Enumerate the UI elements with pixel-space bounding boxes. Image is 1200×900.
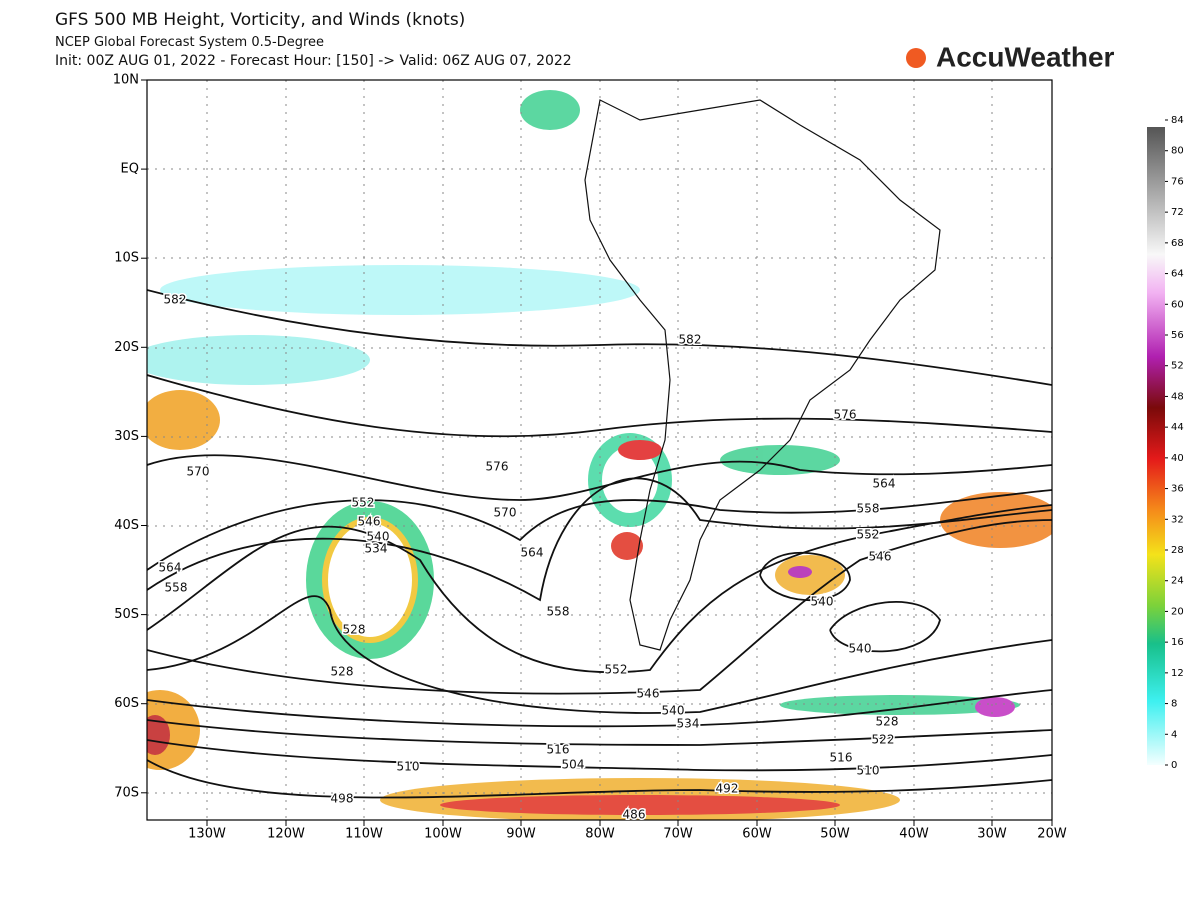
contour-label: 528	[343, 623, 366, 637]
colorbar-label: 48	[1171, 391, 1184, 402]
lat-label: 20S	[114, 340, 139, 355]
contour-label: 564	[873, 477, 896, 491]
colorbar-label: 64	[1171, 269, 1184, 280]
colorbar-label: 84	[1171, 115, 1184, 126]
map-area	[147, 80, 1052, 820]
contour-label: 570	[494, 506, 517, 520]
contour-label: 540	[811, 595, 834, 609]
contour-label: 546	[637, 687, 660, 701]
lon-label: 90W	[506, 827, 536, 842]
lon-label: 30W	[977, 827, 1007, 842]
contour-label: 558	[857, 502, 880, 516]
lon-label: 120W	[267, 827, 305, 842]
contour-label: 546	[869, 550, 892, 564]
contour-label: 564	[521, 546, 544, 560]
colorbar-label: 44	[1171, 422, 1184, 433]
lon-label: 60W	[742, 827, 772, 842]
lon-label: 100W	[424, 827, 462, 842]
contour-label: 510	[397, 760, 420, 774]
lat-label: 50S	[114, 607, 139, 622]
logo-icon	[906, 48, 926, 68]
colorbar-label: 52	[1171, 361, 1184, 372]
contour-label: 558	[547, 605, 570, 619]
coastline	[584, 99, 941, 651]
lon-label: 20W	[1037, 827, 1067, 842]
lon-label: 110W	[345, 827, 383, 842]
labels: 10N EQ 10S 20S 30S 40S 50S 60S 70S 130W 120W 110W 10…	[113, 73, 1184, 842]
lat-label: 10N	[113, 73, 139, 88]
lon-label: 50W	[820, 827, 850, 842]
colorbar	[1147, 127, 1165, 765]
colorbar-label: 12	[1171, 668, 1184, 679]
title: GFS 500 MB Height, Vorticity, and Winds …	[55, 10, 466, 30]
colorbar-label: 56	[1171, 330, 1184, 341]
lon-label: 130W	[188, 827, 226, 842]
contour-label: 582	[164, 293, 187, 307]
lat-label: 40S	[114, 518, 139, 533]
colorbar-label: 36	[1171, 484, 1184, 495]
contour-label: 552	[857, 528, 880, 542]
colorbar-label: 16	[1171, 637, 1184, 648]
contour-label: 558	[165, 581, 188, 595]
colorbar-label: 68	[1171, 238, 1184, 249]
init-line: Init: 00Z AUG 01, 2022 - Forecast Hour: …	[55, 53, 572, 69]
colorbar-label: 20	[1171, 606, 1184, 617]
contour-label: 534	[677, 717, 700, 731]
colorbar-label: 72	[1171, 207, 1184, 218]
colorbar-label: 4	[1171, 729, 1177, 740]
contour-label: 516	[547, 743, 570, 757]
contour-label: 570	[187, 465, 210, 479]
contour-label: 552	[352, 496, 375, 510]
contour-label: 528	[876, 715, 899, 729]
contour-label: 576	[486, 460, 509, 474]
contour-label: 498	[331, 792, 354, 806]
colorbar-label: 0	[1171, 760, 1177, 771]
colorbar-label: 24	[1171, 576, 1184, 587]
lat-label: EQ	[121, 162, 139, 177]
contour-label: 540	[849, 642, 872, 656]
contour-label: 582	[679, 333, 702, 347]
vorticity	[147, 90, 1052, 820]
contour-label: 564	[159, 561, 182, 575]
contour-label: 534	[365, 542, 388, 556]
subtitle: NCEP Global Forecast System 0.5-Degree	[55, 35, 325, 50]
colorbar-label: 40	[1171, 453, 1184, 464]
contour-label: 504	[562, 758, 585, 772]
colorbar-label: 8	[1171, 699, 1177, 710]
contour-label: 552	[605, 663, 628, 677]
lon-label: 70W	[663, 827, 693, 842]
contour-label: 540	[367, 530, 390, 544]
lat-label: 10S	[114, 251, 139, 266]
colorbar-label: 32	[1171, 514, 1184, 525]
lat-label: 60S	[114, 696, 139, 711]
lat-label: 70S	[114, 785, 139, 800]
contour-label: 486	[623, 808, 646, 822]
colorbar-label: 76	[1171, 176, 1184, 187]
contour-label: 492	[716, 782, 739, 796]
height-contours	[147, 289, 1052, 799]
lon-label: 80W	[585, 827, 615, 842]
contour-label: 576	[834, 408, 857, 422]
lat-label: 30S	[114, 429, 139, 444]
contour-label: 510	[857, 764, 880, 778]
logo: AccuWeather	[936, 41, 1115, 72]
contour-label: 528	[331, 665, 354, 679]
contour-label: 540	[662, 704, 685, 718]
colorbar-label: 28	[1171, 545, 1184, 556]
colorbar-label: 60	[1171, 299, 1184, 310]
contour-label: 522	[872, 733, 895, 747]
contour-label: 516	[830, 751, 853, 765]
lon-label: 40W	[899, 827, 929, 842]
contour-label: 546	[358, 515, 381, 529]
colorbar-label: 80	[1171, 146, 1184, 157]
